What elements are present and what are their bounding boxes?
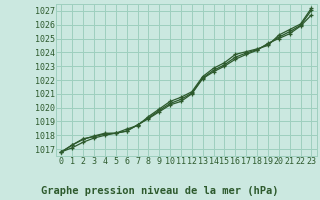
Text: Graphe pression niveau de la mer (hPa): Graphe pression niveau de la mer (hPa): [41, 186, 279, 196]
